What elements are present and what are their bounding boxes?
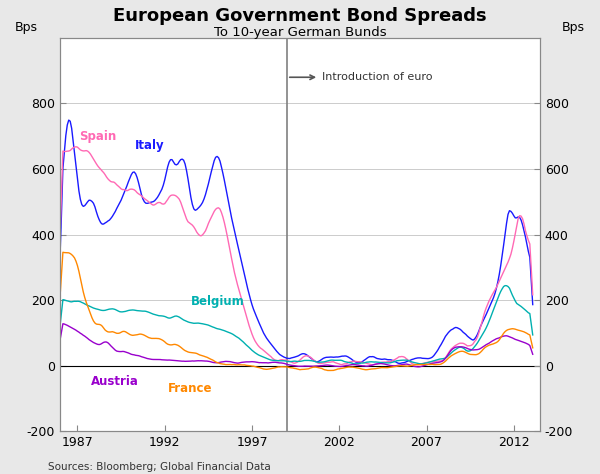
Text: Bps: Bps <box>562 21 585 34</box>
Text: Spain: Spain <box>79 129 116 143</box>
Text: European Government Bond Spreads: European Government Bond Spreads <box>113 7 487 25</box>
Text: To 10-year German Bunds: To 10-year German Bunds <box>214 26 386 39</box>
Text: Introduction of euro: Introduction of euro <box>290 72 433 82</box>
Text: Bps: Bps <box>15 21 38 34</box>
Text: Sources: Bloomberg; Global Financial Data: Sources: Bloomberg; Global Financial Dat… <box>48 462 271 472</box>
Text: Belgium: Belgium <box>191 295 245 308</box>
Text: France: France <box>168 382 213 395</box>
Text: Italy: Italy <box>135 139 164 152</box>
Text: Austria: Austria <box>91 375 139 388</box>
